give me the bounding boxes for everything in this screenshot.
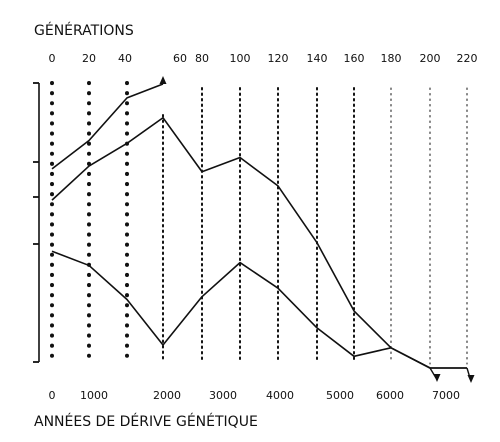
top-tick-label: 40 <box>118 52 132 65</box>
top-tick-label: 220 <box>457 52 478 65</box>
series-line-1 <box>51 83 164 170</box>
bottom-axis-title: ANNÉES DE DÉRIVE GÉNÉTIQUE <box>34 413 258 430</box>
bottom-tick-label: 6000 <box>376 389 404 402</box>
bottom-axis-ticks: 0 1000 2000 3000 4000 5000 6000 7000 <box>49 389 461 402</box>
top-tick-label: 200 <box>420 52 441 65</box>
arrow-head <box>467 375 475 383</box>
top-tick-label: 0 <box>49 52 56 65</box>
bottom-tick-label: 7000 <box>432 389 460 402</box>
bottom-tick-label: 2000 <box>153 389 181 402</box>
arrow-head <box>433 374 441 382</box>
series-line-3 <box>51 250 467 369</box>
series-line-2 <box>51 116 467 369</box>
top-axis-ticks: 0 20 40 60 80 100 120 140 160 180 200 220 <box>49 52 478 65</box>
top-tick-label: 60 <box>173 52 187 65</box>
series-lines <box>51 76 475 383</box>
top-tick-label: 80 <box>195 52 209 65</box>
top-tick-label: 180 <box>381 52 402 65</box>
bottom-tick-label: 1000 <box>80 389 108 402</box>
bottom-tick-label: 4000 <box>266 389 294 402</box>
bottom-tick-label: 3000 <box>209 389 237 402</box>
top-tick-label: 100 <box>230 52 251 65</box>
bottom-tick-label: 5000 <box>326 389 354 402</box>
top-tick-label: 20 <box>82 52 96 65</box>
arrow-head <box>159 76 167 84</box>
top-axis-title: GÉNÉRATIONS <box>34 22 134 39</box>
top-tick-label: 160 <box>344 52 365 65</box>
left-axis <box>33 82 40 363</box>
bottom-tick-label: 0 <box>49 389 56 402</box>
generation-guides <box>50 81 468 365</box>
top-tick-label: 140 <box>307 52 328 65</box>
top-tick-label: 120 <box>268 52 289 65</box>
